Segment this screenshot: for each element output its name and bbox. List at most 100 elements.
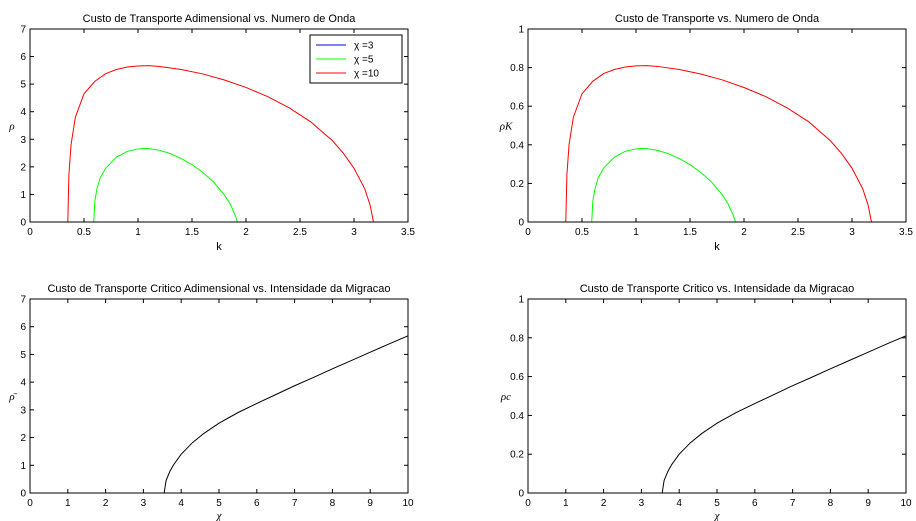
x-tick-label: 3 [639,498,645,509]
legend-entry: χ =10 [354,69,379,80]
x-tick-label: 9 [865,498,871,509]
x-tick-label: 0 [525,227,531,238]
x-tick-label: 0 [27,227,33,238]
legend-entry: χ =5 [354,55,374,66]
x-tick-label: 0 [27,498,33,509]
x-tick-label: 8 [828,498,834,509]
x-tick-label: 1.5 [185,227,199,238]
y-tick-label: 4 [20,107,26,118]
x-tick-label: 7 [790,498,796,509]
x-tick-label: 3 [141,498,147,509]
axes-box [527,28,907,223]
axes-box [527,298,907,494]
x-axis-label: k [714,241,720,253]
y-tick-label: 1 [518,295,524,306]
y-tick-label: 1 [518,25,524,36]
y-axis-label: ρ [8,121,14,133]
chart-3: Custo de Transporte Critico Adimensional… [8,283,414,521]
y-tick-label: 4 [20,378,26,389]
axes-box [29,298,409,494]
y-tick-label: 0 [20,218,26,229]
x-tick-label: 7 [292,498,298,509]
y-tick-label: 0 [518,218,524,229]
y-tick-label: 2 [20,162,26,173]
series-line-3 [30,65,408,222]
x-tick-label: 3.5 [899,227,913,238]
y-axis-label: ρ̄ [8,391,17,403]
series-line-3 [528,65,906,222]
y-tick-label: 0 [20,489,26,500]
y-tick-label: 6 [20,322,26,333]
y-axis-label: ρc [500,391,511,403]
x-tick-label: 5 [216,498,222,509]
y-tick-label: 0 [518,489,524,500]
x-tick-label: 3 [351,227,357,238]
y-tick-label: 2 [20,433,26,444]
legend-entry: χ =3 [354,41,374,52]
y-tick-label: 0.8 [510,333,524,344]
x-axis-label: k [216,241,222,253]
x-tick-label: 4 [676,498,682,509]
x-tick-label: 10 [900,498,912,509]
series-line-2 [30,147,408,222]
x-tick-label: 6 [752,498,758,509]
chart-title: Custo de Transporte Critico vs. Intensid… [580,283,855,295]
y-tick-label: 0.4 [510,140,524,151]
y-tick-label: 0.2 [510,450,524,461]
x-tick-label: 2 [741,227,747,238]
y-tick-label: 1 [20,190,26,201]
x-tick-label: 10 [402,498,414,509]
series-line-1 [163,335,408,493]
y-tick-label: 7 [20,295,26,306]
chart-title: Custo de Transporte Adimensional vs. Num… [83,13,357,25]
y-tick-label: 0.6 [510,372,524,383]
y-tick-label: 5 [20,80,26,91]
x-tick-label: 4 [178,498,184,509]
x-tick-label: 9 [367,498,373,509]
axes-box [29,28,409,223]
x-tick-label: 2 [601,498,607,509]
x-tick-label: 0.5 [575,227,589,238]
x-tick-label: 1 [135,227,141,238]
chart-title: Custo de Transporte Critico Adimensional… [47,283,390,295]
y-tick-label: 7 [20,25,26,36]
x-tick-label: 1 [633,227,639,238]
series-line-1 [661,335,906,493]
series-group [163,335,408,493]
y-tick-label: 5 [20,350,26,361]
x-tick-label: 3.5 [401,227,415,238]
y-axis-label: ρK [499,121,513,133]
x-tick-label: 6 [254,498,260,509]
x-tick-label: 2.5 [791,227,805,238]
y-tick-label: 0.4 [510,411,524,422]
x-tick-label: 0.5 [77,227,91,238]
y-tick-label: 3 [20,135,26,146]
x-tick-label: 3 [849,227,855,238]
x-tick-label: 5 [714,498,720,509]
y-tick-label: 0.6 [510,102,524,113]
y-tick-label: 0.2 [510,179,524,190]
y-tick-label: 6 [20,52,26,63]
y-tick-label: 3 [20,405,26,416]
y-tick-label: 0.8 [510,63,524,74]
y-tick-label: 1 [20,461,26,472]
x-tick-label: 2 [243,227,249,238]
x-axis-label: χ [216,510,223,521]
chart-title: Custo de Transporte vs. Numero de Onda [615,13,820,25]
x-axis-label: χ [714,510,721,521]
series-group [528,65,906,222]
x-tick-label: 8 [330,498,336,509]
x-tick-label: 2.5 [293,227,307,238]
series-group [661,335,906,493]
x-tick-label: 1.5 [683,227,697,238]
x-tick-label: 1 [65,498,71,509]
chart-4: Custo de Transporte Critico vs. Intensid… [500,283,912,521]
x-tick-label: 0 [525,498,531,509]
legend: χ =3 χ =5 χ =10 [309,34,403,84]
x-tick-label: 1 [563,498,569,509]
x-tick-label: 2 [103,498,109,509]
series-group [30,65,408,222]
chart-1: Custo de Transporte Adimensional vs. Num… [8,13,415,253]
